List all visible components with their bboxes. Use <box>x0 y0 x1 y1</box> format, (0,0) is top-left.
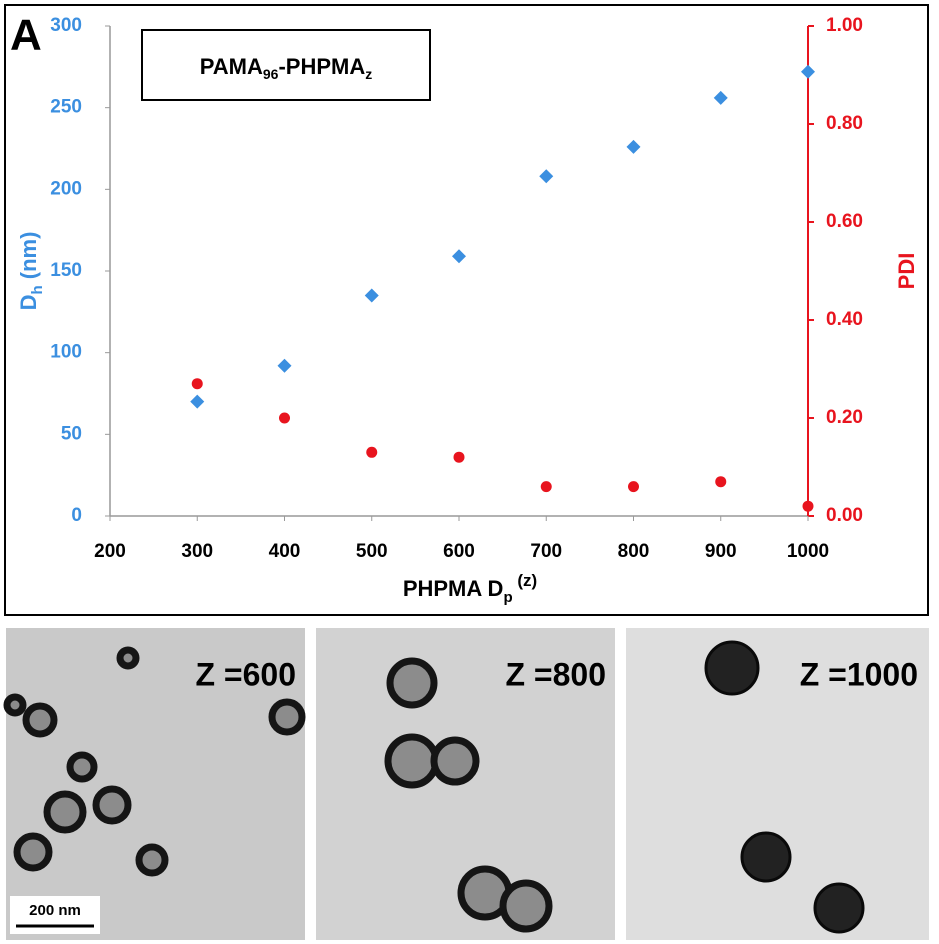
point <box>452 249 466 264</box>
point <box>626 139 641 154</box>
x-tick-label: 500 <box>356 541 388 562</box>
y2-tick-label: 0.80 <box>826 113 863 134</box>
annotation-sub: z <box>365 66 372 82</box>
tem-image <box>6 628 305 940</box>
scale-bar-label: 200 nm <box>29 902 81 919</box>
y-tick-label: 150 <box>50 260 82 281</box>
x-tick-label: 300 <box>181 541 213 562</box>
y2-tick-label: 0.00 <box>826 505 863 526</box>
panel-label: A <box>10 11 42 60</box>
point <box>191 378 203 390</box>
scale-bar-box <box>10 896 100 934</box>
point <box>540 481 552 493</box>
point <box>277 358 292 373</box>
point <box>539 169 554 184</box>
point <box>279 412 290 424</box>
x-tick-label: 400 <box>269 541 301 562</box>
panel-b: B Z =600 Z =800 Z =1000 200 nm <box>3 628 929 940</box>
x-tick-label: 200 <box>94 541 126 562</box>
x-tick-label: 1000 <box>787 541 829 562</box>
annotation-sub: 96 <box>263 66 279 82</box>
image-label: Z =1000 <box>800 656 918 692</box>
point <box>628 481 639 493</box>
particles <box>704 640 865 934</box>
point <box>802 500 814 512</box>
y-label-sub: h <box>29 285 46 294</box>
y-tick-label: 200 <box>50 178 82 199</box>
point <box>366 446 378 458</box>
y2-axis-label: PDI <box>894 253 919 290</box>
annotation-part: -PHPMA <box>278 54 365 79</box>
annotation-part: PAMA <box>200 54 263 79</box>
y-tick-label: 300 <box>50 15 82 36</box>
point <box>364 288 379 303</box>
point <box>453 451 465 463</box>
x-label-sup: (z) <box>513 571 538 590</box>
annotation: PAMA96-PHPMAz <box>200 54 373 82</box>
y-label-part: D <box>16 295 41 311</box>
y-axis-label: Dh (nm) <box>16 232 46 311</box>
y-tick-label: 0 <box>71 505 82 526</box>
point <box>190 394 205 409</box>
y-tick-label: 100 <box>50 342 82 363</box>
x-label-part: PHPMA D <box>403 576 504 601</box>
y-label-part: (nm) <box>16 232 41 286</box>
y-tick-label: 50 <box>61 423 82 444</box>
point <box>715 476 727 488</box>
point <box>713 90 728 105</box>
y2-tick-label: 0.60 <box>826 211 863 232</box>
y2-tick-label: 0.20 <box>826 407 863 428</box>
tem-image <box>626 628 929 940</box>
image-label: Z =800 <box>505 656 606 692</box>
vesicles <box>3 646 553 933</box>
x-axis-label: PHPMA Dp (z) <box>403 571 537 605</box>
x-tick-label: 600 <box>443 541 475 562</box>
y-tick-label: 250 <box>50 97 82 118</box>
point <box>801 64 815 79</box>
annotation-box <box>141 29 431 101</box>
y2-tick-label: 1.00 <box>826 15 863 36</box>
panel-a-frame <box>4 4 929 616</box>
x-label-sub: p <box>503 589 512 606</box>
image-label: Z =600 <box>195 656 296 692</box>
x-tick-label: 800 <box>618 541 650 562</box>
x-tick-label: 900 <box>705 541 737 562</box>
x-tick-label: 700 <box>530 541 562 562</box>
y2-tick-label: 0.40 <box>826 309 863 330</box>
